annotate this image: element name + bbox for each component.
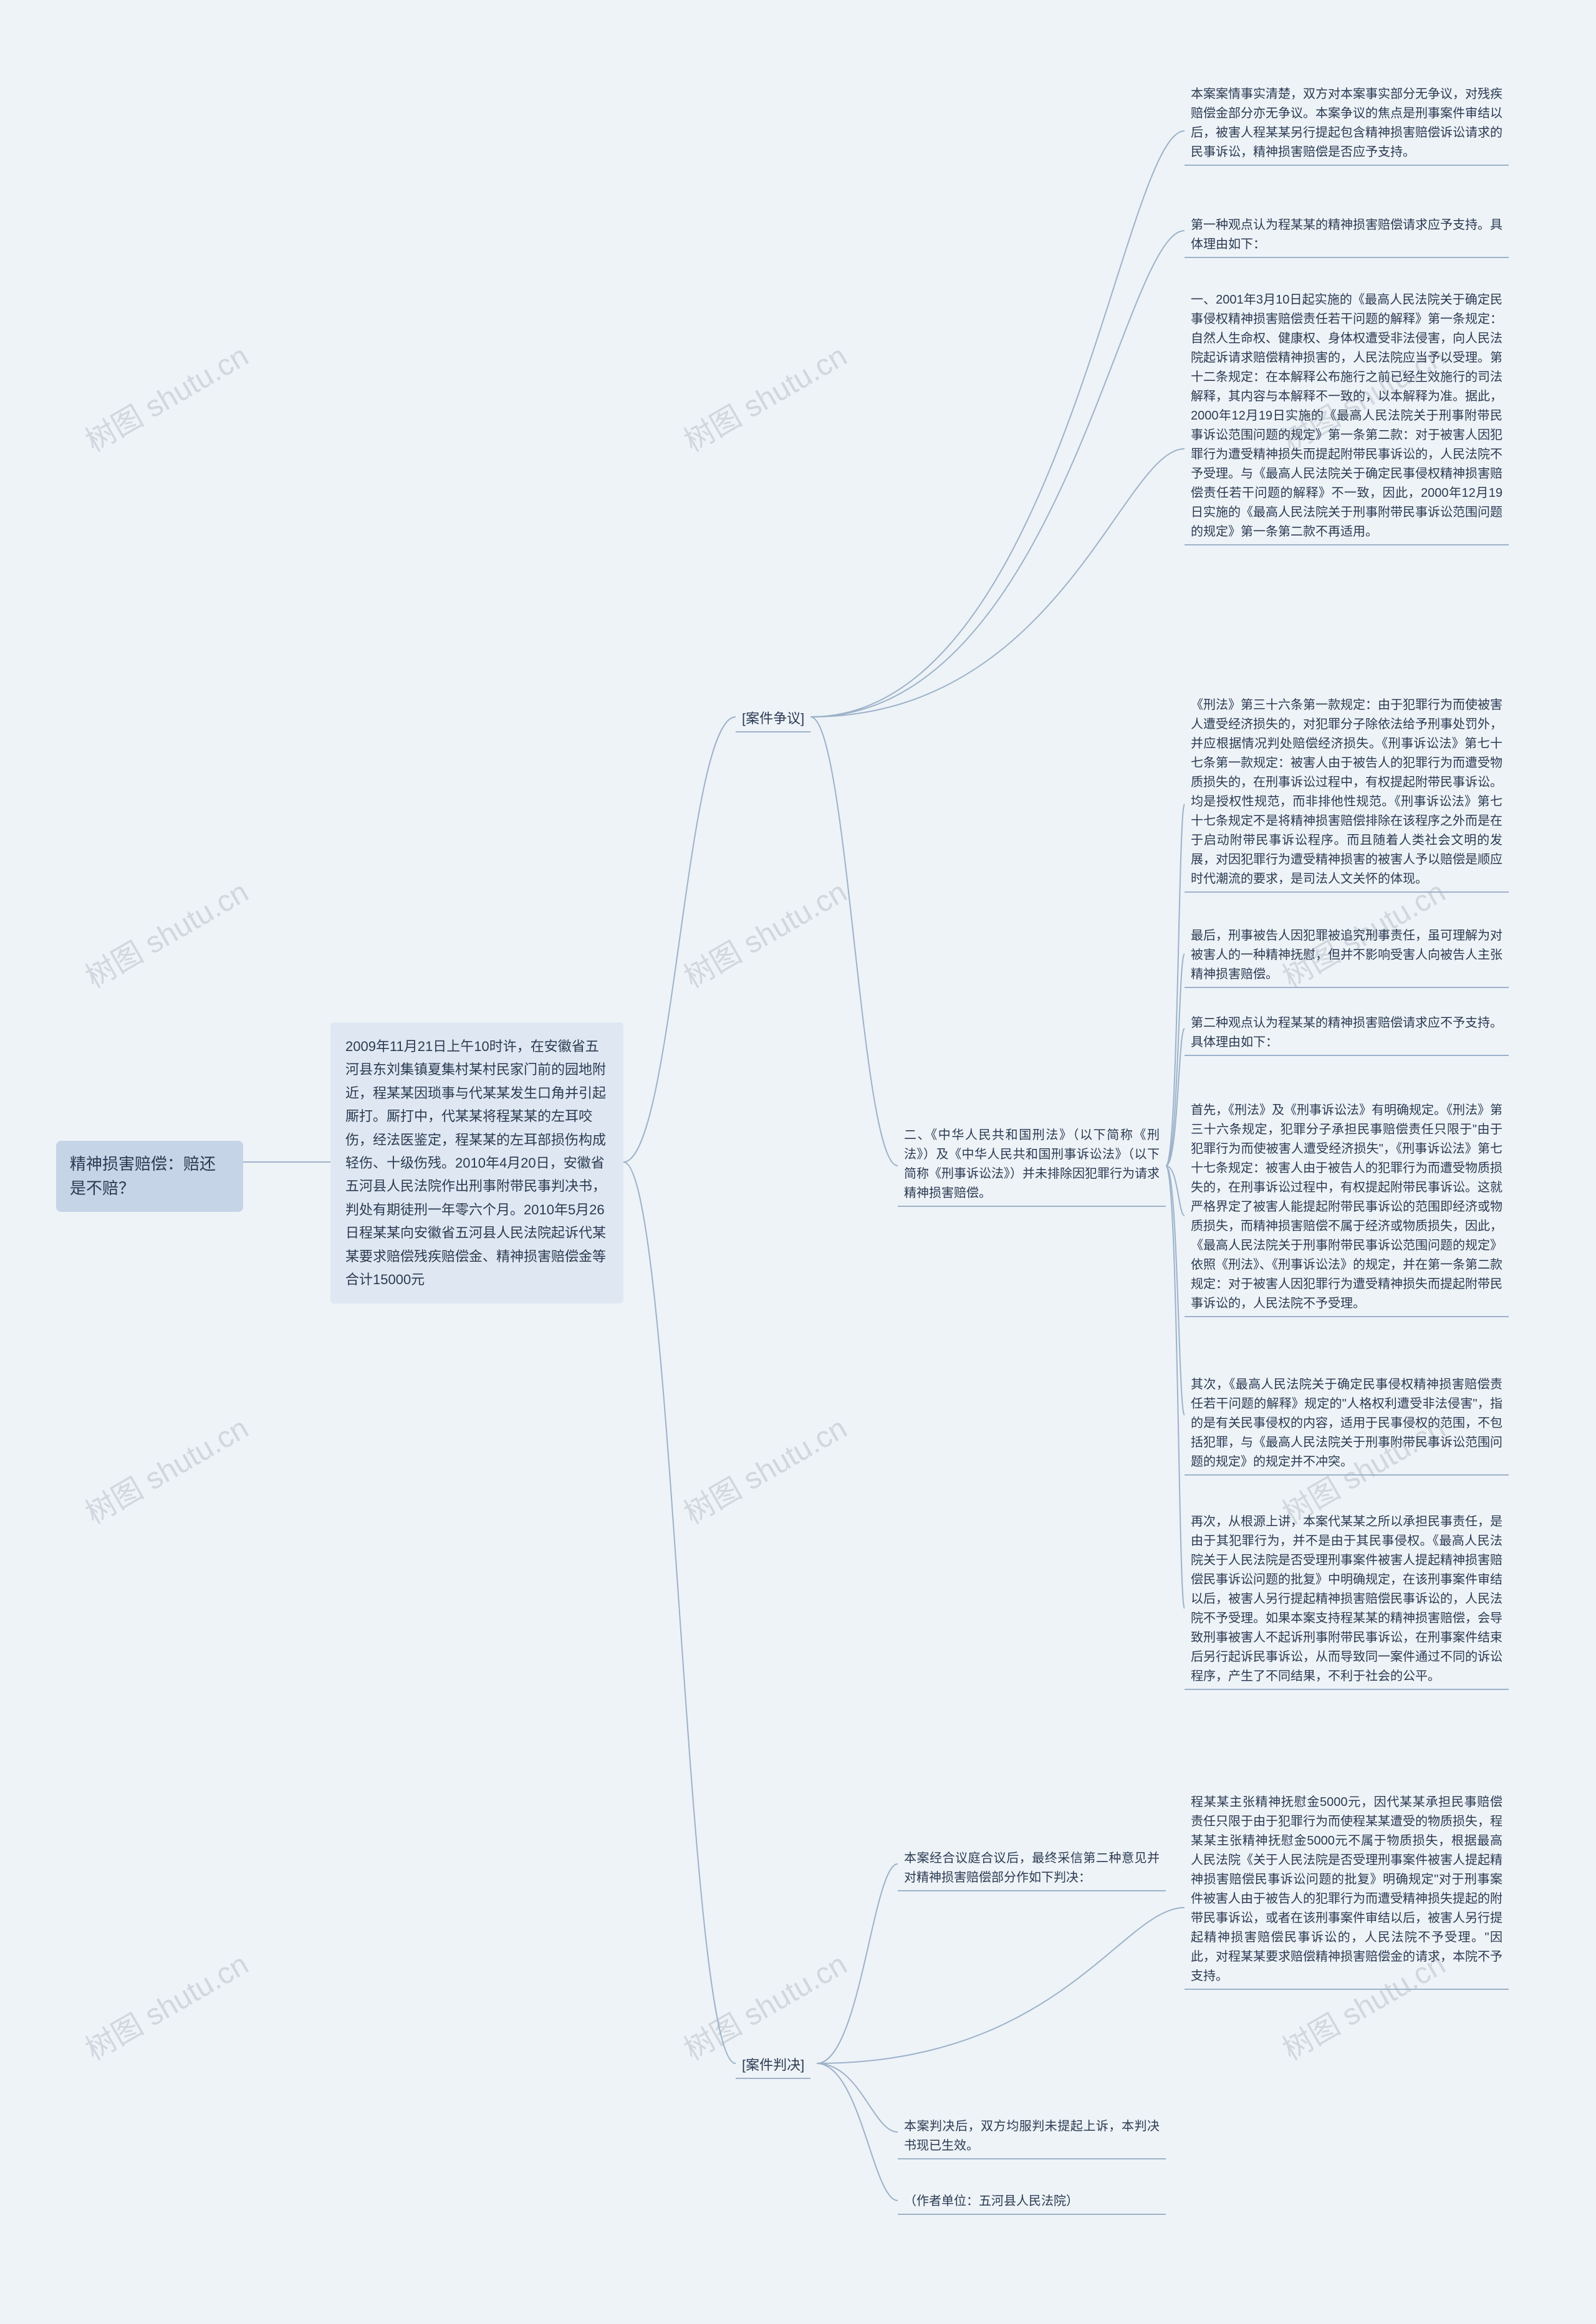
dispute-leaf-8-text: 再次，从根源上讲，本案代某某之所以承担民事责任，是由于其犯罪行为，并不是由于其民… (1191, 1515, 1502, 1683)
dispute-leaf-5[interactable]: 第二种观点认为程某某的精神损害赔偿请求应不予支持。具体理由如下： (1185, 1010, 1509, 1056)
dispute-leaf-8[interactable]: 再次，从根源上讲，本案代某某之所以承担民事责任，是由于其犯罪行为，并不是由于其民… (1185, 1509, 1509, 1690)
dispute-label-node[interactable]: [案件争议] (736, 704, 810, 732)
dispute-leaf-1-text: 第一种观点认为程某某的精神损害赔偿请求应予支持。具体理由如下： (1191, 218, 1502, 251)
judgment-leaf-3-text: （作者单位：五河县人民法院） (904, 2194, 1079, 2208)
judgment-leaf-2[interactable]: 本案判决后，双方均服判未提起上诉，本判决书现已生效。 (898, 2113, 1166, 2159)
dispute-leaf-4-text: 最后，刑事被告人因犯罪被追究刑事责任，虽可理解为对被害人的一种精神抚慰，但并不影… (1191, 929, 1502, 981)
root-node[interactable]: 精神损害赔偿：赔还是不赔？ (56, 1141, 243, 1212)
dispute-sublabel-text: 二、《中华人民共和国刑法》（以下简称《刑法》）及《中华人民共和国刑事诉讼法》（以… (904, 1128, 1160, 1200)
case-summary-node[interactable]: 2009年11月21日上午10时许，在安徽省五河县东刘集镇夏集村某村民家门前的园… (330, 1022, 623, 1304)
dispute-leaf-0[interactable]: 本案案情事实清楚，双方对本案事实部分无争议，对残疾赔偿金部分亦无争议。本案争议的… (1185, 81, 1509, 166)
judgment-label-node[interactable]: [案件判决] (736, 2051, 810, 2079)
judgment-leaf-2-text: 本案判决后，双方均服判未提起上诉，本判决书现已生效。 (904, 2120, 1160, 2153)
judgment-leaf-3[interactable]: （作者单位：五河县人民法院） (898, 2188, 1166, 2215)
dispute-leaf-1[interactable]: 第一种观点认为程某某的精神损害赔偿请求应予支持。具体理由如下： (1185, 212, 1509, 258)
dispute-leaf-7[interactable]: 其次，《最高人民法院关于确定民事侵权精神损害赔偿责任若干问题的解释》规定的"人格… (1185, 1371, 1509, 1476)
judgment-leaf-0[interactable]: 本案经合议庭合议后，最终采信第二种意见并对精神损害赔偿部分作如下判决： (898, 1845, 1166, 1891)
dispute-label: [案件争议] (742, 711, 804, 726)
judgment-leaf-0-text: 本案经合议庭合议后，最终采信第二种意见并对精神损害赔偿部分作如下判决： (904, 1851, 1160, 1885)
judgment-leaf-1-text: 程某某主张精神抚慰金5000元，因代某某承担民事赔偿责任只限于由于犯罪行为而使程… (1191, 1795, 1502, 1983)
dispute-leaf-0-text: 本案案情事实清楚，双方对本案事实部分无争议，对残疾赔偿金部分亦无争议。本案争议的… (1191, 87, 1502, 159)
dispute-leaf-6-text: 首先，《刑法》及《刑事诉讼法》有明确规定。《刑法》第三十六条规定，犯罪分子承担民… (1191, 1103, 1502, 1310)
dispute-leaf-6[interactable]: 首先，《刑法》及《刑事诉讼法》有明确规定。《刑法》第三十六条规定，犯罪分子承担民… (1185, 1097, 1509, 1317)
dispute-leaf-2-text: 一、2001年3月10日起实施的《最高人民法院关于确定民事侵权精神损害赔偿责任若… (1191, 293, 1502, 539)
dispute-leaf-3-text: 《刑法》第三十六条第一款规定：由于犯罪行为而使被害人遭受经济损失的，对犯罪分子除… (1191, 698, 1502, 886)
dispute-leaf-7-text: 其次，《最高人民法院关于确定民事侵权精神损害赔偿责任若干问题的解释》规定的"人格… (1191, 1378, 1502, 1469)
judgment-leaf-1[interactable]: 程某某主张精神抚慰金5000元，因代某某承担民事赔偿责任只限于由于犯罪行为而使程… (1185, 1789, 1509, 1990)
dispute-leaf-2[interactable]: 一、2001年3月10日起实施的《最高人民法院关于确定民事侵权精神损害赔偿责任若… (1185, 287, 1509, 545)
judgment-label: [案件判决] (742, 2057, 804, 2073)
dispute-sublabel-node[interactable]: 二、《中华人民共和国刑法》（以下简称《刑法》）及《中华人民共和国刑事诉讼法》（以… (898, 1122, 1166, 1207)
dispute-leaf-3[interactable]: 《刑法》第三十六条第一款规定：由于犯罪行为而使被害人遭受经济损失的，对犯罪分子除… (1185, 692, 1509, 893)
dispute-leaf-5-text: 第二种观点认为程某某的精神损害赔偿请求应不予支持。具体理由如下： (1191, 1016, 1502, 1049)
mindmap-canvas: 精神损害赔偿：赔还是不赔？ 2009年11月21日上午10时许，在安徽省五河县东… (0, 0, 1596, 2324)
root-title: 精神损害赔偿：赔还是不赔？ (70, 1155, 216, 1198)
case-summary-text: 2009年11月21日上午10时许，在安徽省五河县东刘集镇夏集村某村民家门前的园… (345, 1039, 606, 1287)
dispute-leaf-4[interactable]: 最后，刑事被告人因犯罪被追究刑事责任，虽可理解为对被害人的一种精神抚慰，但并不影… (1185, 923, 1509, 988)
